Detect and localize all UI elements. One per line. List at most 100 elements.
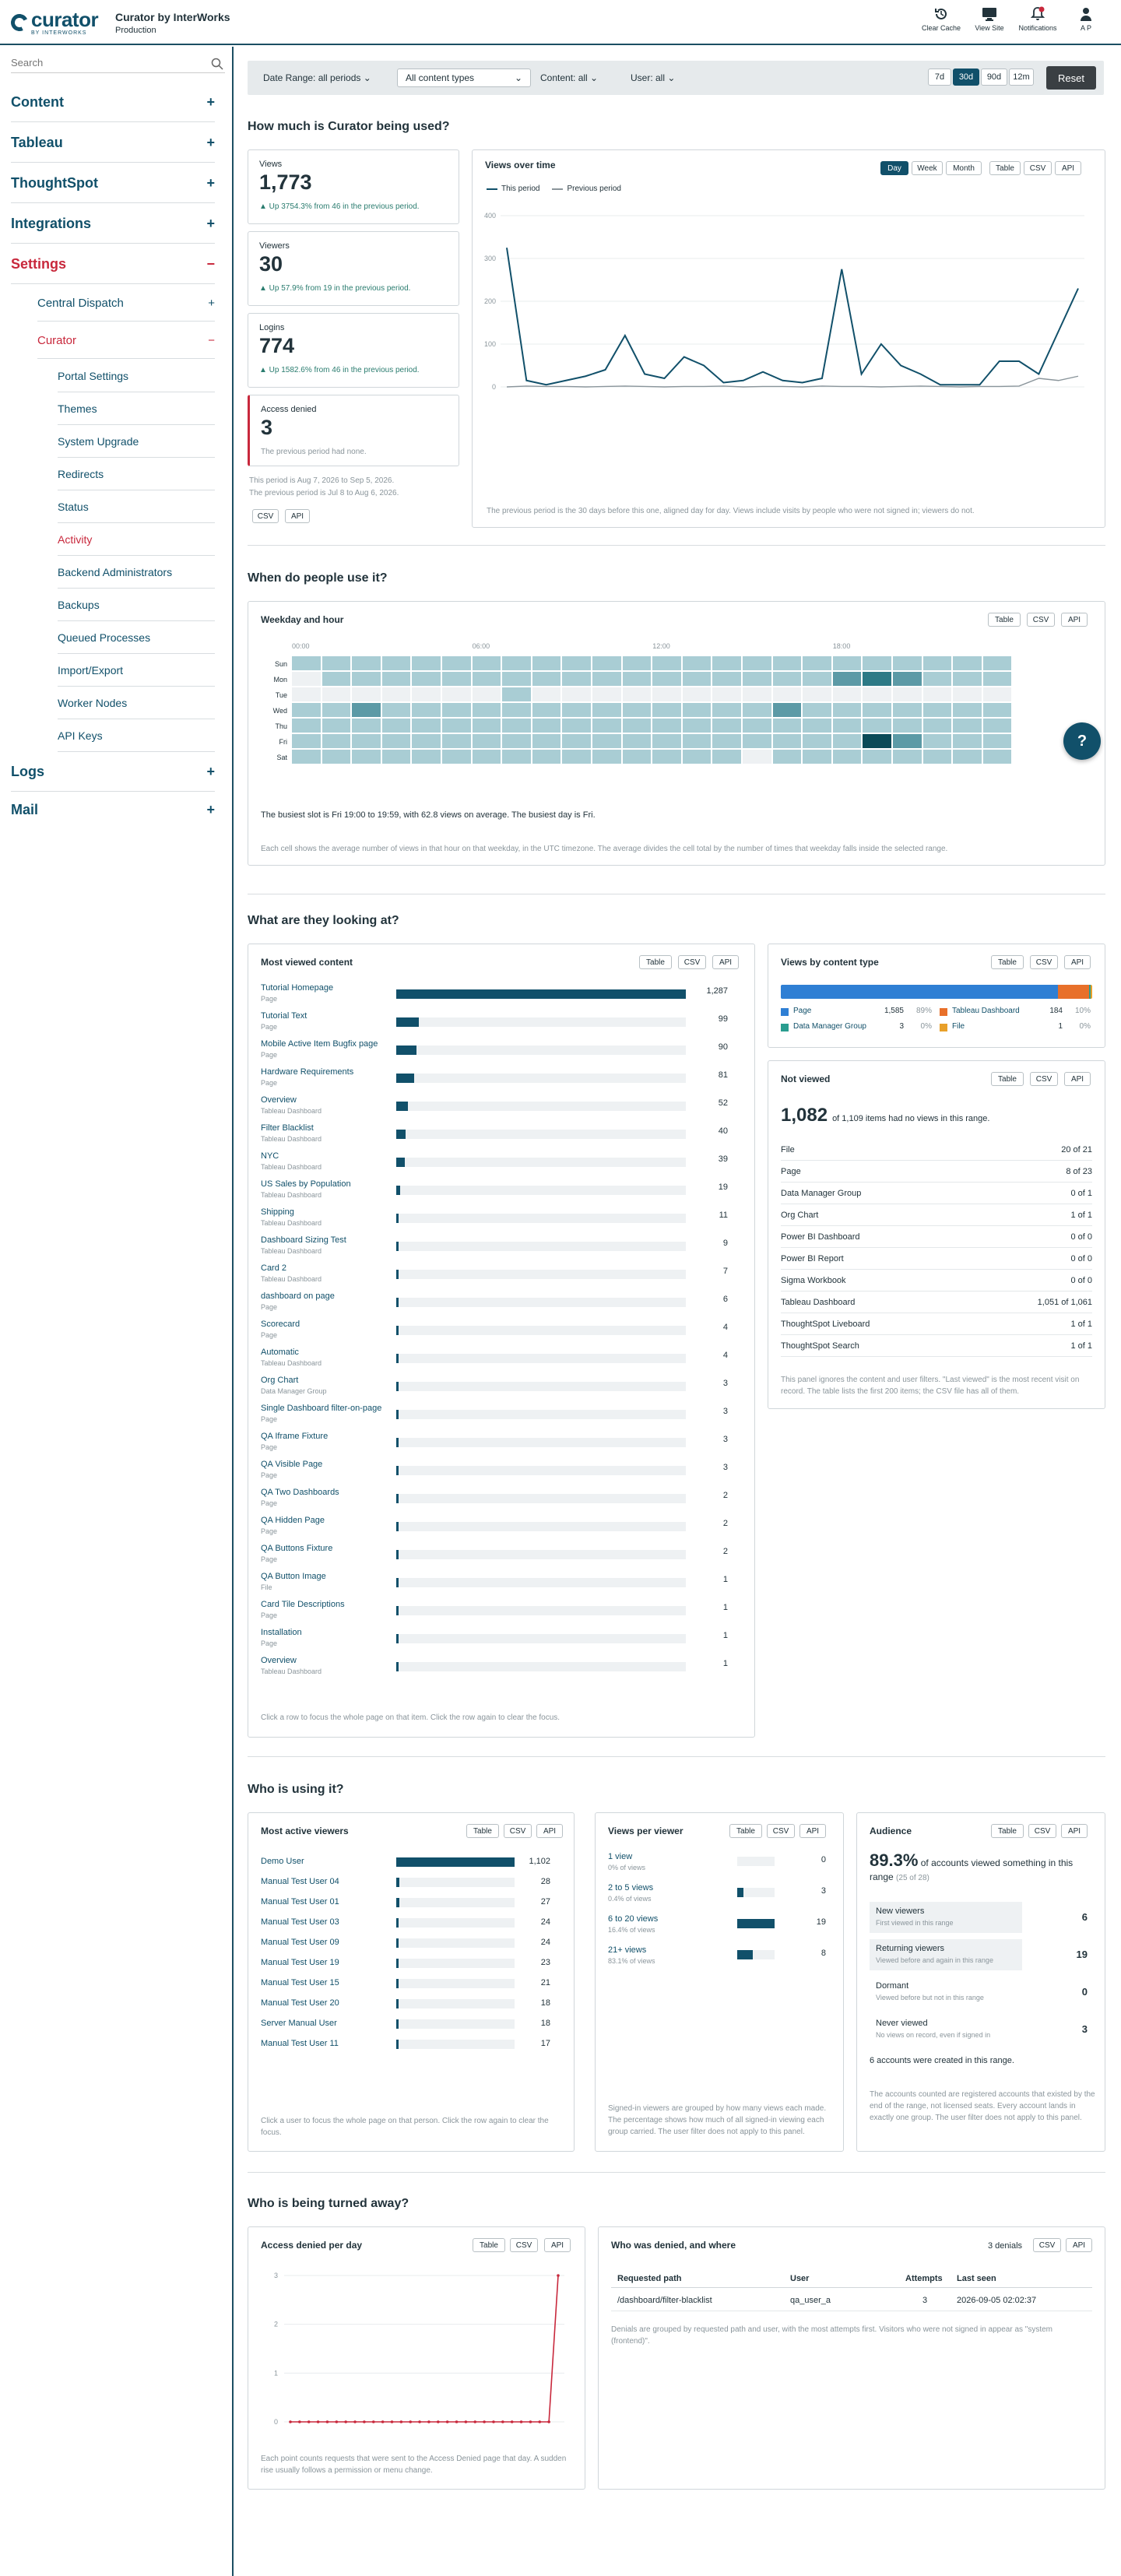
range-30d-button[interactable]: 30d: [953, 69, 979, 86]
heatmap-cell[interactable]: [562, 703, 591, 717]
heatmap-cell[interactable]: [381, 719, 411, 733]
heatmap-cell[interactable]: [743, 672, 771, 686]
heatmap-cell[interactable]: [682, 750, 712, 764]
heatmap-cell[interactable]: [863, 656, 891, 670]
list-item[interactable]: Tutorial Text Page 99: [261, 1010, 728, 1038]
csv-button[interactable]: CSV: [1030, 1072, 1058, 1086]
sidebar-item-activity[interactable]: Activity: [58, 523, 215, 556]
sidebar-item-themes[interactable]: Themes: [58, 392, 215, 425]
heatmap-cell[interactable]: [682, 703, 712, 717]
heatmap-cell[interactable]: [472, 672, 501, 686]
sidebar-item-import-export[interactable]: Import/Export: [58, 654, 215, 687]
heatmap-cell[interactable]: [352, 703, 381, 717]
csv-button[interactable]: CSV: [1024, 161, 1052, 175]
heatmap-cell[interactable]: [322, 750, 351, 764]
heatmap-cell[interactable]: [562, 719, 591, 733]
heatmap-cell[interactable]: [562, 734, 591, 748]
list-item[interactable]: Org Chart Data Manager Group 3: [261, 1374, 728, 1402]
table-row[interactable]: File 20 of 21: [781, 1139, 1092, 1161]
csv-button[interactable]: CSV: [504, 1824, 532, 1838]
heatmap-cell[interactable]: [832, 687, 862, 701]
heatmap-cell[interactable]: [652, 703, 681, 717]
table-button[interactable]: Table: [466, 1824, 499, 1838]
heatmap-cell[interactable]: [982, 687, 1012, 701]
audience-group[interactable]: Dormant Viewed before but not in this ran…: [870, 1977, 1022, 2008]
type-name[interactable]: Tableau Dashboard: [952, 1007, 1020, 1015]
sidebar-item-queued-processes[interactable]: Queued Processes: [58, 621, 215, 654]
heatmap-cell[interactable]: [592, 750, 621, 764]
curator-logo[interactable]: curator BY INTERWORKS: [8, 9, 99, 36]
heatmap-cell[interactable]: [953, 750, 982, 764]
heatmap-cell[interactable]: [472, 656, 501, 670]
sidebar-item-system-upgrade[interactable]: System Upgrade: [58, 425, 215, 458]
heatmap-cell[interactable]: [803, 734, 831, 748]
heatmap-cell[interactable]: [592, 719, 621, 733]
expand-icon[interactable]: +: [206, 93, 215, 110]
user-menu-button[interactable]: A P: [1062, 6, 1110, 32]
heatmap-cell[interactable]: [803, 719, 831, 733]
heatmap-cell[interactable]: [532, 734, 561, 748]
heatmap-cell[interactable]: [712, 656, 741, 670]
table-row[interactable]: /dashboard/filter-blacklist qa_user_a 3 …: [611, 2290, 1092, 2311]
notifications-button[interactable]: Notifications: [1014, 6, 1062, 32]
heatmap-cell[interactable]: [863, 672, 891, 686]
table-button[interactable]: Table: [473, 2238, 505, 2252]
list-item[interactable]: Dashboard Sizing Test Tableau Dashboard 9: [261, 1234, 728, 1262]
heatmap-cell[interactable]: [352, 750, 381, 764]
heatmap-cell[interactable]: [562, 656, 591, 670]
heatmap-cell[interactable]: [472, 734, 501, 748]
heatmap-cell[interactable]: [832, 734, 862, 748]
api-button[interactable]: API: [1061, 613, 1088, 627]
sidebar-item-curator[interactable]: Curator −: [37, 322, 215, 359]
heatmap-cell[interactable]: [352, 719, 381, 733]
heatmap-cell[interactable]: [292, 687, 321, 701]
heatmap-cell[interactable]: [953, 719, 982, 733]
heatmap-cell[interactable]: [322, 687, 351, 701]
heatmap-cell[interactable]: [863, 687, 891, 701]
heatmap-cell[interactable]: [412, 750, 441, 764]
table-button[interactable]: Table: [991, 1824, 1024, 1838]
expand-icon[interactable]: +: [206, 801, 215, 817]
list-item[interactable]: US Sales by Population Tableau Dashboard 1…: [261, 1178, 728, 1206]
list-item[interactable]: Card Tile Descriptions Page 1: [261, 1598, 728, 1626]
list-item[interactable]: Manual Test User 20 18: [261, 1994, 550, 2014]
expand-icon[interactable]: +: [206, 134, 215, 150]
heatmap-cell[interactable]: [292, 750, 321, 764]
list-item[interactable]: QA Hidden Page Page 2: [261, 1514, 728, 1542]
list-item[interactable]: QA Buttons Fixture Page 2: [261, 1542, 728, 1570]
expand-icon[interactable]: +: [206, 763, 215, 779]
expand-icon[interactable]: +: [206, 174, 215, 191]
date-range-select[interactable]: Date Range: all periods ⌄: [263, 69, 371, 87]
heatmap-cell[interactable]: [412, 672, 441, 686]
help-button[interactable]: ?: [1063, 722, 1101, 760]
heatmap-cell[interactable]: [803, 750, 831, 764]
heatmap-cell[interactable]: [592, 656, 621, 670]
table-button[interactable]: Table: [991, 1072, 1024, 1086]
list-item[interactable]: Server Manual User 18: [261, 2014, 550, 2034]
list-item[interactable]: QA Two Dashboards Page 2: [261, 1486, 728, 1514]
heatmap-cell[interactable]: [412, 703, 441, 717]
heatmap-cell[interactable]: [292, 703, 321, 717]
heatmap-cell[interactable]: [502, 672, 531, 686]
heatmap-cell[interactable]: [622, 719, 652, 733]
view-site-button[interactable]: View Site: [965, 6, 1014, 32]
bucket-label[interactable]: 2 to 5 views: [608, 1883, 654, 1892]
heatmap-cell[interactable]: [772, 687, 802, 701]
heatmap-cell[interactable]: [322, 672, 351, 686]
heatmap-cell[interactable]: [682, 734, 712, 748]
heatmap-cell[interactable]: [412, 719, 441, 733]
sidebar-item-mail[interactable]: Mail +: [11, 792, 215, 827]
heatmap-cell[interactable]: [412, 734, 441, 748]
search-icon[interactable]: [211, 58, 223, 70]
heatmap-cell[interactable]: [562, 750, 591, 764]
heatmap-cell[interactable]: [893, 719, 922, 733]
heatmap-cell[interactable]: [442, 687, 471, 701]
heatmap-cell[interactable]: [352, 656, 381, 670]
heatmap-cell[interactable]: [743, 703, 771, 717]
list-item[interactable]: NYC Tableau Dashboard 39: [261, 1150, 728, 1178]
heatmap-cell[interactable]: [953, 656, 982, 670]
heatmap-cell[interactable]: [922, 687, 952, 701]
audience-group[interactable]: Never viewed No views on record, even if …: [870, 2014, 1022, 2045]
list-item[interactable]: QA Button Image File 1: [261, 1570, 728, 1598]
heatmap-cell[interactable]: [982, 672, 1012, 686]
